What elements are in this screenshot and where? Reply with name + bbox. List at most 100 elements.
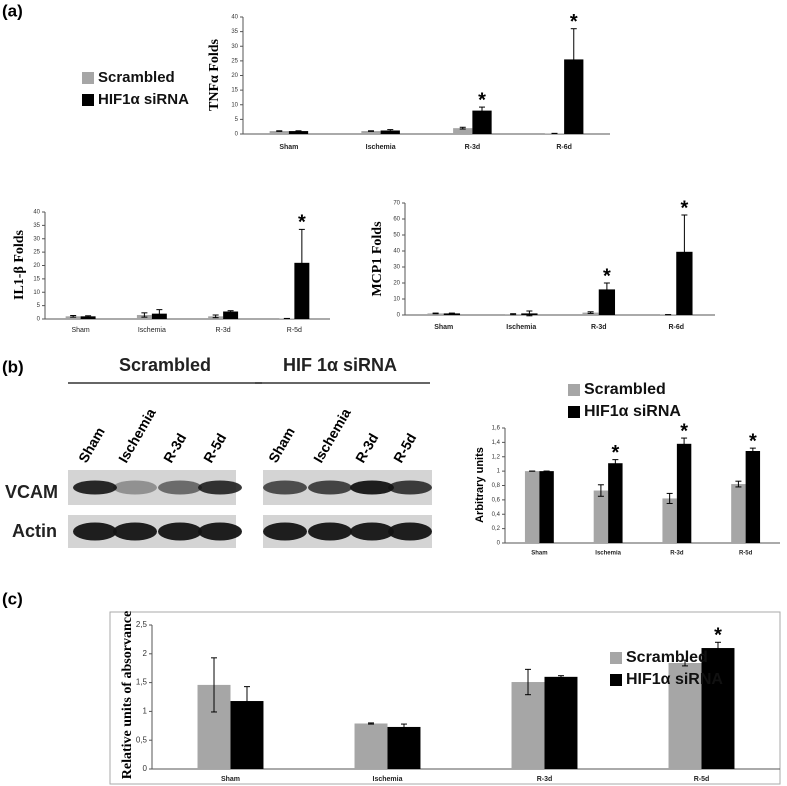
error-bar	[70, 315, 77, 318]
blot-row-label: VCAM	[5, 482, 58, 502]
x-tick-label: R-6d	[556, 144, 572, 151]
y-tick-label: 5	[37, 303, 41, 309]
blot-band	[73, 522, 117, 541]
panel-label: (b)	[2, 357, 24, 376]
blot-band	[350, 522, 394, 541]
error-bar	[156, 309, 163, 319]
blot-band	[263, 480, 307, 495]
y-tick-label: 1,5	[136, 678, 148, 687]
legend-swatch	[610, 652, 622, 664]
y-tick-label: 15	[231, 88, 238, 94]
y-axis-label: MCP1 Folds	[370, 221, 385, 297]
legend-label: Scrambled	[584, 381, 666, 398]
y-tick-label: 40	[393, 249, 400, 255]
blot-lane-label: R-5d	[390, 430, 419, 465]
bar	[354, 723, 388, 769]
x-tick-label: R-3d	[537, 776, 553, 783]
x-tick-label: Sham	[279, 144, 298, 151]
legend-swatch	[568, 384, 580, 396]
significance-mark: *	[611, 442, 619, 464]
y-tick-label: 0,2	[492, 526, 501, 532]
x-tick-label: Ischemia	[138, 327, 166, 334]
error-bar	[298, 228, 305, 297]
bar	[380, 130, 400, 134]
y-tick-label: 30	[393, 265, 400, 271]
significance-mark: *	[680, 197, 688, 219]
y-tick-label: 50	[393, 233, 400, 239]
blot-band	[158, 480, 202, 495]
legend-swatch	[82, 94, 94, 106]
x-tick-label: R-3d	[591, 324, 607, 331]
x-tick-label: Sham	[221, 776, 240, 783]
blot-lane-label: R-3d	[160, 430, 189, 465]
significance-mark: *	[680, 420, 688, 442]
error-bar	[735, 480, 742, 488]
y-tick-label: 10	[393, 297, 400, 303]
panel-label: (a)	[2, 1, 23, 20]
y-tick-label: 1,6	[492, 426, 501, 432]
blot-group-label: HIF 1α siRNA	[283, 355, 397, 375]
panel-c-frame	[109, 611, 781, 785]
bar	[608, 463, 623, 543]
legend-label: Scrambled	[98, 69, 175, 86]
bar	[511, 682, 545, 769]
bar	[593, 490, 609, 543]
legend-label: HIF1α siRNA	[626, 671, 723, 688]
significance-mark: *	[749, 430, 757, 452]
y-tick-label: 0	[397, 313, 401, 319]
bar	[701, 648, 735, 769]
bar	[668, 663, 702, 769]
error-bar	[666, 492, 673, 504]
blot-lane-label: Ischemia	[310, 405, 354, 465]
error-bar	[459, 126, 466, 130]
bar	[544, 676, 578, 769]
bar	[564, 59, 584, 134]
blot-lane-label: Sham	[75, 424, 108, 465]
blot-row-label: Actin	[12, 521, 57, 541]
bar	[223, 311, 239, 319]
error-bar	[141, 312, 148, 318]
y-tick-label: 2	[143, 649, 148, 658]
error-bar	[85, 315, 92, 318]
significance-mark: *	[298, 212, 306, 234]
x-tick-label: Sham	[434, 324, 453, 331]
blot-band	[263, 522, 307, 541]
error-bar	[211, 657, 218, 713]
blot-band	[388, 480, 432, 495]
error-bar	[387, 129, 394, 132]
blot-band	[198, 522, 242, 541]
x-tick-label: Sham	[531, 551, 547, 557]
y-tick-label: 20	[393, 281, 400, 287]
x-tick-label: Ischemia	[366, 144, 396, 151]
y-tick-label: 25	[33, 250, 40, 256]
y-tick-label: 0	[497, 541, 501, 547]
y-tick-label: 25	[231, 58, 238, 64]
significance-mark: *	[603, 265, 611, 287]
error-bar	[448, 312, 455, 315]
y-axis-label: Relative units of absorvance	[120, 611, 135, 779]
y-tick-label: 1,4	[492, 440, 501, 446]
y-tick-label: 70	[393, 201, 400, 207]
y-tick-label: 0	[37, 317, 41, 323]
error-bar	[557, 675, 564, 679]
y-tick-label: 30	[231, 44, 238, 50]
blot-band	[350, 480, 394, 495]
y-tick-label: 60	[393, 217, 400, 223]
bar	[745, 451, 761, 543]
y-tick-label: 0,5	[136, 735, 148, 744]
legend-label: Scrambled	[626, 649, 708, 666]
blot-band	[113, 480, 157, 495]
y-tick-label: 20	[33, 263, 40, 269]
y-tick-label: 30	[33, 236, 40, 242]
error-bar	[526, 310, 533, 317]
error-bar	[400, 723, 407, 731]
x-tick-label: Ischemia	[506, 324, 536, 331]
y-axis-label: Arbitrary units	[474, 447, 486, 523]
legend-swatch	[568, 406, 580, 418]
bar	[598, 289, 616, 315]
y-axis-label: IL1-β Folds	[12, 229, 27, 300]
bar	[269, 131, 289, 134]
error-bar	[243, 686, 250, 716]
significance-mark: *	[478, 89, 486, 111]
y-axis-label: TNFα Folds	[207, 38, 222, 111]
